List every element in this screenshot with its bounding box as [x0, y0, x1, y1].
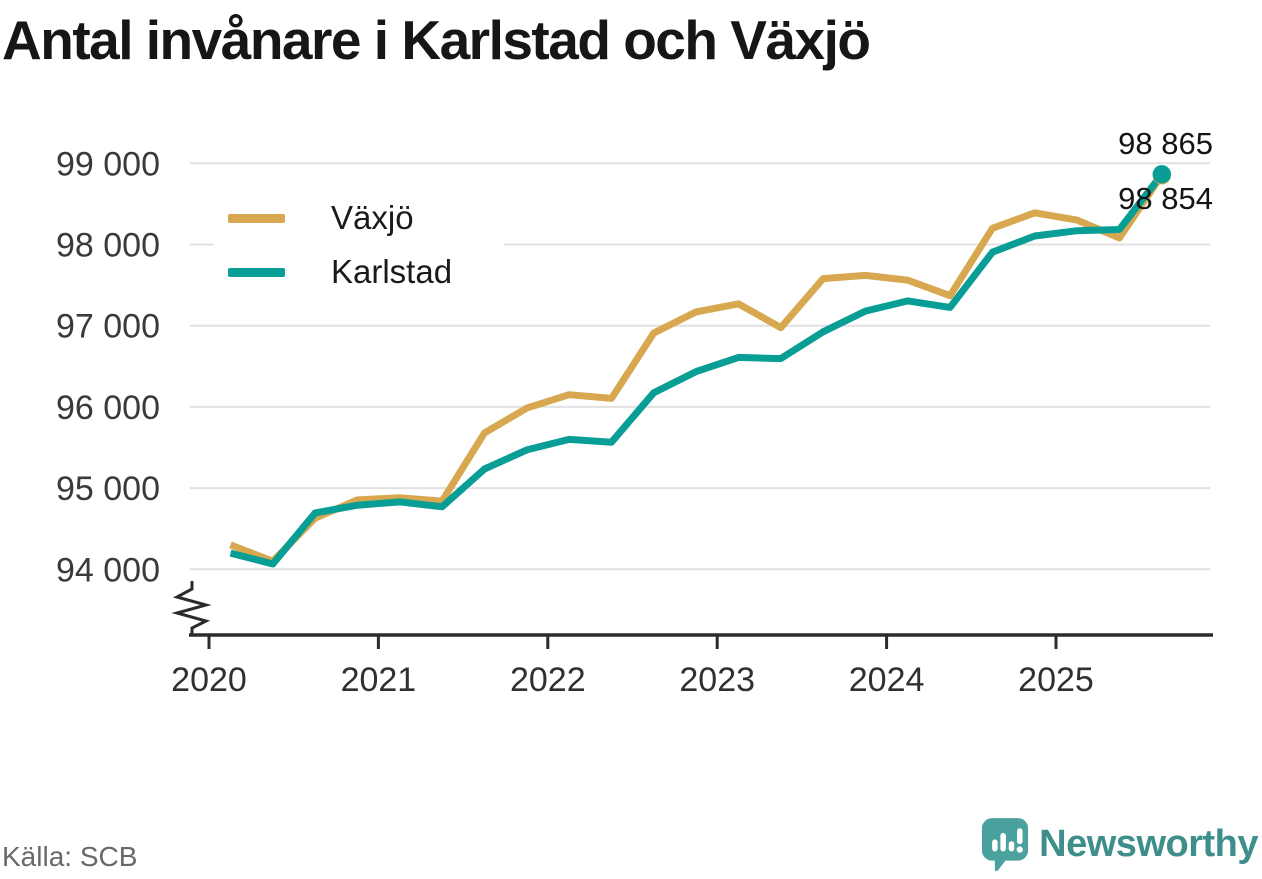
y-axis-label: 95 000	[56, 470, 160, 508]
last-value-label-vaxjo: 98 854	[1118, 181, 1213, 216]
newsworthy-speech-bubble-icon	[982, 818, 1029, 872]
newsworthy-logo: Newsworthy	[981, 816, 1258, 872]
vaxjo-line-swatch	[228, 213, 285, 223]
legend-item-karlstad: Karlstad	[214, 246, 504, 298]
legend-label-karlstad: Karlstad	[331, 253, 453, 290]
x-axis-label: 2020	[171, 661, 247, 699]
chart-legend: Växjö Karlstad	[214, 188, 504, 302]
y-axis-label: 97 000	[56, 308, 160, 346]
y-axis-label: 96 000	[56, 389, 160, 427]
series-line-växjö	[229, 173, 1165, 565]
x-axis-label: 2024	[849, 661, 925, 699]
y-axis-label: 98 000	[56, 227, 160, 265]
last-value-label-karlstad: 98 865	[1118, 126, 1213, 161]
series-line-karlstad	[229, 172, 1165, 568]
axis-break-icon	[171, 581, 212, 634]
end-dot-karlstad	[1152, 165, 1172, 184]
source-note: Källa: SCB	[2, 841, 138, 872]
newsworthy-wordmark: Newsworthy	[1039, 822, 1258, 865]
x-axis-label: 2023	[679, 661, 755, 699]
chart-title: Antal invånare i Karlstad och Växjö	[2, 9, 871, 71]
x-axis-label: 2022	[510, 661, 586, 699]
x-axis-label: 2025	[1018, 661, 1094, 699]
karlstad-line-swatch	[228, 267, 285, 277]
legend-item-vaxjo: Växjö	[214, 192, 504, 244]
y-axis-label: 99 000	[56, 145, 160, 183]
legend-label-vaxjo: Växjö	[331, 199, 414, 236]
y-axis-label: 94 000	[56, 551, 160, 589]
x-axis-label: 2021	[341, 661, 417, 699]
